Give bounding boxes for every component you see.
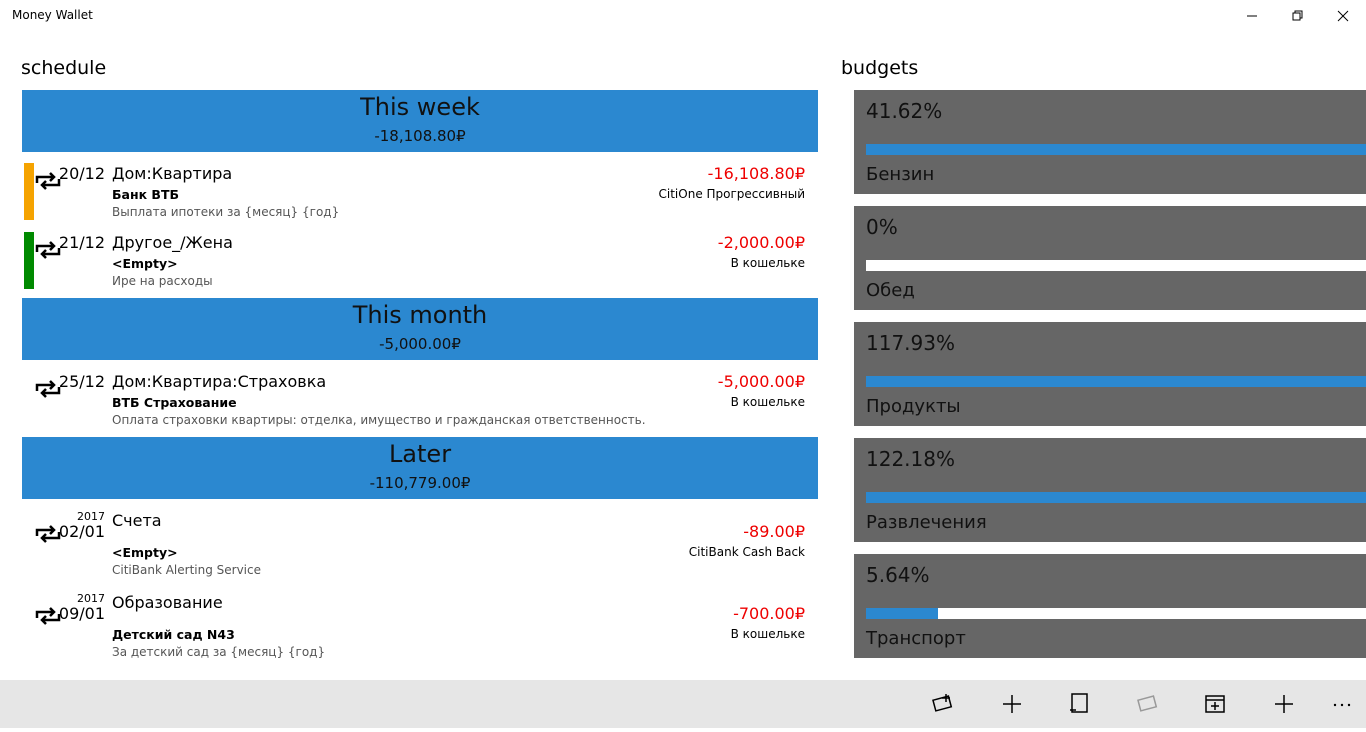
item-category: Счета — [112, 511, 162, 530]
item-year: 2017 — [77, 592, 105, 605]
item-amount: -2,000.00₽ — [717, 233, 805, 252]
item-color-stripe — [24, 232, 34, 289]
window-controls — [1247, 10, 1349, 22]
budget-track — [866, 492, 1366, 503]
disabled-button — [1137, 695, 1158, 712]
item-account: <Empty> — [112, 545, 178, 560]
item-account: <Empty> — [112, 256, 178, 271]
budget-progress — [866, 376, 1366, 387]
item-category: Образование — [112, 593, 223, 612]
budget-card[interactable]: 0% Обед — [854, 206, 1366, 310]
budgets-list: 41.62% Бензин 0% Обед 117.93% Продукты 122.18%… — [854, 90, 1366, 680]
item-date: 21/12 — [58, 233, 105, 252]
budget-card[interactable]: 117.93% Продукты — [854, 322, 1366, 426]
item-account: ВТБ Страхование — [112, 395, 237, 410]
budget-name: Продукты — [866, 396, 961, 417]
budget-name: Транспорт — [866, 628, 966, 649]
item-date: 02/01 — [58, 522, 105, 541]
group-header: Later -110,779.00₽ — [22, 437, 818, 499]
budget-percent: 122.18% — [866, 447, 955, 471]
item-amount: -5,000.00₽ — [717, 372, 805, 391]
section-title: schedule — [21, 57, 107, 79]
item-note: CitiBank Alerting Service — [112, 563, 261, 577]
budget-card[interactable]: 122.18% Развлечения — [854, 438, 1366, 542]
group-title: Later — [388, 440, 452, 468]
item-wallet: В кошельке — [730, 256, 805, 270]
budget-card[interactable]: 5.64% Транспорт — [854, 554, 1366, 658]
budget-track — [866, 608, 1366, 619]
item-wallet: CitiOne Прогрессивный — [658, 187, 805, 201]
budget-percent: 41.62% — [866, 99, 943, 123]
budget-progress — [866, 144, 1366, 155]
group-header: This week -18,108.80₽ — [22, 90, 818, 152]
add-transaction-button[interactable] — [932, 694, 953, 712]
budget-percent: 0% — [866, 215, 898, 239]
group-title: This month — [352, 301, 488, 329]
item-note: Выплата ипотеки за {месяц} {год} — [112, 205, 340, 219]
item-date: 25/12 — [58, 372, 105, 391]
app-title: Money Wallet — [12, 8, 93, 22]
item-date: 09/01 — [58, 604, 105, 623]
item-account: Детский сад N43 — [112, 627, 235, 642]
budget-name: Обед — [866, 280, 915, 301]
app-bar — [0, 680, 1366, 728]
item-category: Дом:Квартира — [112, 164, 233, 183]
budget-name: Бензин — [866, 164, 935, 185]
restore[interactable] — [1292, 10, 1303, 21]
new-document-button[interactable] — [1070, 693, 1088, 713]
budget-name: Развлечения — [866, 512, 987, 533]
item-date: 20/12 — [58, 164, 105, 183]
budget-progress — [866, 492, 1366, 503]
item-account: Банк ВТБ — [112, 187, 180, 202]
item-amount: -16,108.80₽ — [707, 164, 805, 183]
recurring-icon — [35, 241, 61, 259]
group-header: This month -5,000.00₽ — [22, 298, 818, 360]
item-wallet: CitiBank Cash Back — [688, 545, 805, 559]
budget-percent: 117.93% — [866, 331, 955, 355]
recurring-icon — [35, 380, 61, 398]
recurring-icon — [35, 607, 61, 625]
recurring-icon — [35, 172, 61, 190]
item-wallet: В кошельке — [730, 395, 805, 409]
budget-card[interactable]: 41.62% Бензин — [854, 90, 1366, 194]
item-category: Дом:Квартира:Страховка — [112, 372, 327, 391]
budget-percent: 5.64% — [866, 563, 930, 587]
section-title: budgets — [841, 57, 919, 79]
schedule-button[interactable] — [1205, 695, 1225, 713]
group-total: -18,108.80₽ — [374, 127, 466, 145]
budget-track — [866, 144, 1366, 155]
item-wallet: В кошельке — [730, 627, 805, 641]
item-color-stripe — [24, 163, 34, 220]
budget-track — [866, 260, 1366, 271]
budget-track — [866, 376, 1366, 387]
item-note: Оплата страховки квартиры: отделка, имущ… — [112, 413, 646, 427]
group-title: This week — [360, 93, 480, 121]
item-amount: -700.00₽ — [733, 604, 805, 623]
app-bar-icons — [932, 693, 1351, 713]
add-button[interactable] — [1275, 695, 1293, 713]
item-note: Ире на расходы — [112, 274, 213, 288]
budget-progress — [866, 608, 939, 619]
group-total: -5,000.00₽ — [379, 335, 461, 353]
title-bar: Money Wallet — [0, 0, 1366, 32]
item-note: За детский сад за {месяц} {год} — [112, 645, 326, 659]
recurring-icon — [35, 525, 61, 543]
add-button[interactable] — [1003, 695, 1021, 713]
close[interactable] — [1337, 10, 1349, 22]
item-category: Другое_/Жена — [112, 233, 233, 252]
item-year: 2017 — [77, 510, 105, 523]
schedule-list: This week -18,108.80₽ 20/12 Дом:Квартира -16… — [22, 90, 818, 680]
item-amount: -89.00₽ — [743, 522, 805, 541]
more-button[interactable] — [1333, 703, 1351, 707]
group-total: -110,779.00₽ — [369, 474, 471, 492]
